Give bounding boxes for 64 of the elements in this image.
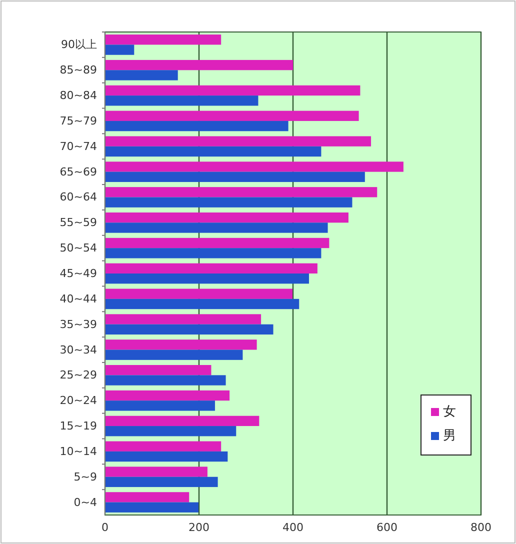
y-tick-label: 20~24: [60, 394, 97, 408]
bar: [105, 85, 360, 96]
y-tick-label: 55~59: [60, 216, 97, 230]
legend-label: 男: [443, 428, 456, 444]
y-tick-label: 10~14: [60, 444, 97, 458]
bar: [105, 197, 352, 208]
bar: [105, 441, 222, 452]
x-tick-label: 200: [188, 521, 210, 534]
y-tick-label: 35~39: [60, 318, 97, 331]
bar: [105, 466, 208, 477]
y-tick-label: 40~44: [60, 292, 97, 306]
y-tick-label: 50~54: [60, 242, 97, 255]
y-tick-label: 80~84: [60, 89, 97, 102]
bar: [105, 288, 293, 299]
bar: [105, 263, 318, 274]
bar: [105, 416, 260, 426]
bar: [105, 375, 226, 386]
bar: [105, 146, 322, 157]
y-tick-label: 85~89: [60, 64, 97, 77]
bar: [105, 298, 300, 310]
bar: [105, 476, 218, 488]
bar: [105, 365, 212, 376]
bar: [105, 34, 222, 45]
bar: [105, 120, 288, 132]
x-tick-label: 800: [470, 521, 492, 534]
y-tick-label: 15~19: [60, 420, 97, 433]
y-tick-label: 25~29: [60, 368, 97, 382]
y-tick-label: 65~69: [60, 165, 97, 178]
bar: [105, 400, 215, 411]
bar: [105, 390, 230, 401]
y-tick-label: 45~49: [60, 267, 97, 280]
x-tick-label: 400: [282, 521, 304, 534]
bar: [105, 502, 199, 512]
bar: [105, 96, 258, 106]
y-tick-label: 5~9: [74, 470, 97, 484]
bar: [105, 426, 236, 436]
y-tick-label: 70~74: [60, 140, 97, 153]
bar: [105, 350, 243, 360]
bar: [105, 222, 328, 233]
bar: [105, 44, 134, 55]
x-tick-label: 0: [102, 521, 108, 534]
bar: [105, 238, 330, 248]
bar: [105, 187, 378, 198]
x-tick-label: 600: [376, 521, 398, 534]
bar: [105, 492, 190, 502]
bar: [105, 274, 309, 284]
bar: [105, 314, 262, 324]
y-tick-label: 90以上: [61, 38, 97, 52]
bar: [105, 136, 372, 146]
bar: [105, 340, 257, 350]
y-tick-label: 75~79: [60, 114, 97, 128]
legend-label: 女: [443, 404, 456, 420]
y-tick-label: 30~34: [60, 343, 97, 356]
bar: [105, 162, 404, 172]
bar: [105, 60, 293, 70]
bar: [105, 324, 274, 335]
bar: [105, 70, 178, 80]
bar: [105, 451, 228, 462]
y-tick-label: 0~4: [74, 496, 97, 509]
bar: [105, 212, 348, 223]
bar: [105, 172, 365, 182]
bar: [105, 248, 322, 258]
y-tick-label: 60~64: [60, 190, 97, 204]
bar: [105, 110, 359, 121]
